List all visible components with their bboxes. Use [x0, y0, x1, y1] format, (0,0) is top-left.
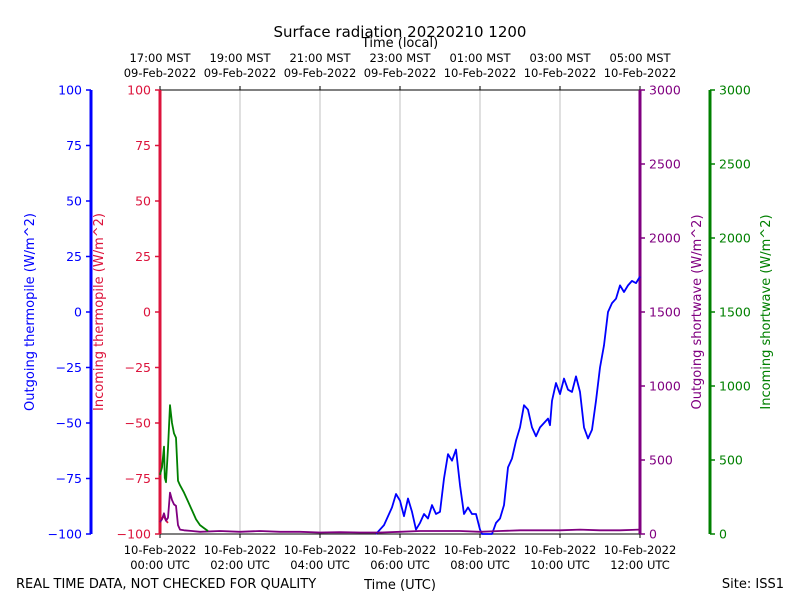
outgoing_thermopile-tick-label: −75: [56, 471, 82, 486]
x-tick-label-local-time: 05:00 MST: [609, 51, 671, 65]
x-tick-label-local-time: 01:00 MST: [449, 51, 511, 65]
outgoing_shortwave-tick-label: 0: [649, 527, 657, 542]
outgoing_shortwave-tick-label: 3000: [649, 83, 681, 98]
incoming_thermopile-tick-label: 75: [135, 138, 151, 153]
incoming_thermopile-tick-label: −75: [125, 471, 151, 486]
x-tick-label-utc-date: 10-Feb-2022: [204, 543, 277, 557]
x-tick-label-utc-date: 10-Feb-2022: [524, 543, 597, 557]
x-tick-label-utc-time: 02:00 UTC: [210, 558, 270, 572]
incoming_shortwave-tick-label: 1000: [719, 379, 751, 394]
x-tick-label-utc-time: 06:00 UTC: [370, 558, 430, 572]
outgoing_thermopile-tick-label: 0: [74, 305, 82, 320]
x-tick-label-utc-date: 10-Feb-2022: [604, 543, 677, 557]
incoming_thermopile-tick-label: −50: [125, 416, 151, 431]
x-tick-label-local-time: 19:00 MST: [209, 51, 271, 65]
outgoing_shortwave-tick-label: 1000: [649, 379, 681, 394]
outgoing_thermopile-tick-label: 75: [66, 138, 82, 153]
outgoing_shortwave-series-line: [159, 491, 641, 534]
top-axis-label: Time (local): [361, 36, 438, 51]
outgoing_shortwave-tick-label: 2000: [649, 231, 681, 246]
x-tick-label-utc-date: 10-Feb-2022: [364, 543, 437, 557]
x-tick-label-utc-time: 00:00 UTC: [130, 558, 190, 572]
incoming_shortwave-tick-label: 2500: [719, 157, 751, 172]
incoming_thermopile-tick-label: −100: [117, 527, 151, 542]
x-tick-label-local-time: 21:00 MST: [289, 51, 351, 65]
x-tick-label-utc-time: 10:00 UTC: [530, 558, 590, 572]
x-tick-label-local-time: 17:00 MST: [129, 51, 191, 65]
incoming_thermopile-axis-label: Incoming thermopile (W/m^2): [92, 213, 107, 411]
outgoing_thermopile-tick-label: −100: [48, 527, 82, 542]
x-tick-label-local-time: 03:00 MST: [529, 51, 591, 65]
outgoing_shortwave-axis-label: Outgoing shortwave (W/m^2): [690, 214, 705, 409]
x-tick-label-local-date: 09-Feb-2022: [124, 66, 197, 80]
chart-title: Surface radiation 20220210 1200: [274, 23, 527, 41]
x-tick-label-utc-time: 04:00 UTC: [290, 558, 350, 572]
x-tick-label-local-date: 10-Feb-2022: [524, 66, 597, 80]
outgoing_thermopile-tick-label: 25: [66, 249, 82, 264]
incoming_shortwave-tick-label: 3000: [719, 83, 751, 98]
outgoing_shortwave-tick-label: 1500: [649, 305, 681, 320]
outgoing_thermopile-tick-label: 100: [58, 83, 82, 98]
x-tick-label-utc-time: 08:00 UTC: [450, 558, 510, 572]
x-tick-label-local-date: 09-Feb-2022: [204, 66, 277, 80]
x-tick-label-local-date: 10-Feb-2022: [444, 66, 517, 80]
x-tick-label-local-date: 09-Feb-2022: [364, 66, 437, 80]
incoming_shortwave-axis-label: Incoming shortwave (W/m^2): [759, 214, 774, 409]
outgoing_thermopile-tick-label: −25: [56, 360, 82, 375]
outgoing_thermopile-tick-label: 50: [66, 194, 82, 209]
x-tick-label-utc-date: 10-Feb-2022: [124, 543, 197, 557]
outgoing_shortwave-tick-label: 500: [649, 453, 673, 468]
incoming_thermopile-tick-label: 25: [135, 249, 151, 264]
incoming_shortwave-tick-label: 2000: [719, 231, 751, 246]
incoming_shortwave-tick-label: 1500: [719, 305, 751, 320]
incoming_shortwave-tick-label: 0: [719, 527, 727, 542]
incoming_thermopile-tick-label: 50: [135, 194, 151, 209]
x-tick-label-utc-time: 12:00 UTC: [610, 558, 670, 572]
incoming_thermopile-tick-label: 100: [127, 83, 151, 98]
footer-quality-note: REAL TIME DATA, NOT CHECKED FOR QUALITY: [16, 577, 316, 592]
x-axis-label: Time (UTC): [363, 578, 436, 593]
outgoing_shortwave-tick-label: 2500: [649, 157, 681, 172]
incoming_thermopile-tick-label: −25: [125, 360, 151, 375]
x-tick-label-utc-date: 10-Feb-2022: [284, 543, 357, 557]
footer-site: Site: ISS1: [722, 577, 784, 592]
x-tick-label-local-time: 23:00 MST: [369, 51, 431, 65]
incoming_shortwave-tick-label: 500: [719, 453, 743, 468]
x-tick-label-local-date: 10-Feb-2022: [604, 66, 677, 80]
incoming_shortwave-series-line: [159, 404, 209, 532]
x-tick-label-local-date: 09-Feb-2022: [284, 66, 357, 80]
x-tick-label-utc-date: 10-Feb-2022: [444, 543, 517, 557]
outgoing_thermopile-tick-label: −50: [56, 416, 82, 431]
incoming_thermopile-tick-label: 0: [143, 305, 151, 320]
outgoing_thermopile-axis-label: Outgoing thermopile (W/m^2): [23, 213, 38, 411]
outgoing_thermopile-series-line: [375, 276, 641, 535]
